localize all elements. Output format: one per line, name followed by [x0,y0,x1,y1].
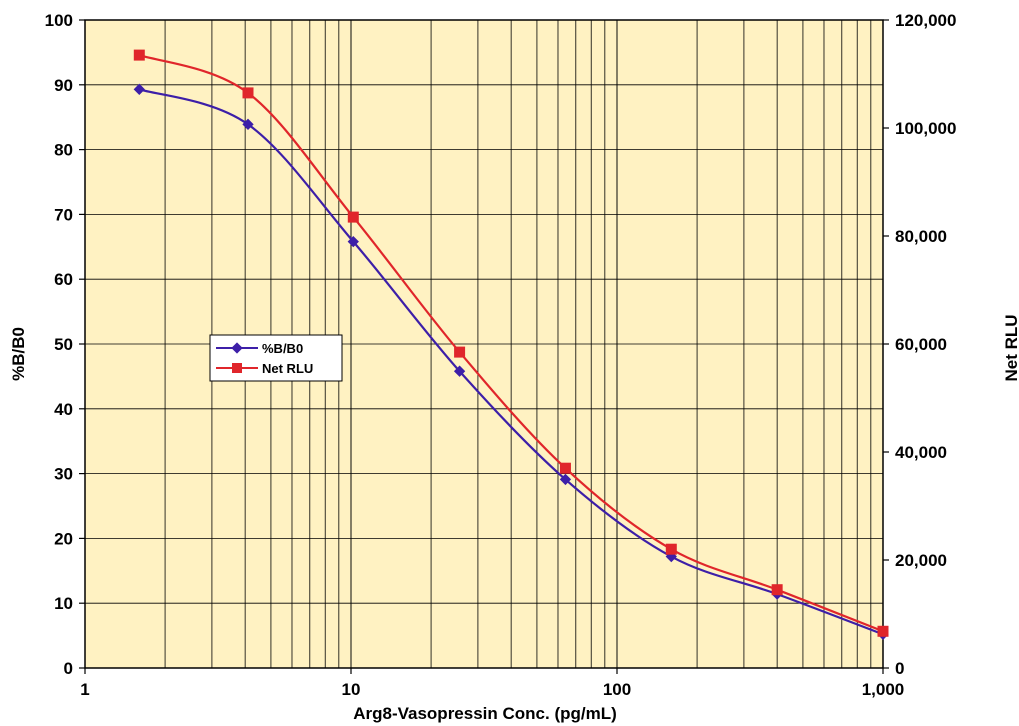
left-tick-label: 0 [64,659,73,678]
legend-marker-net-rlu [232,363,242,373]
data-point-net-rlu [242,87,254,99]
series-line-net-rlu [138,54,884,633]
data-point-net-rlu [347,211,359,223]
series-line-b-b0 [138,88,884,636]
right-tick-label: 0 [895,659,904,678]
legend: %B/B0 Net RLU [209,334,343,382]
data-point-net-rlu [877,625,889,637]
right-tick-label: 120,000 [895,11,956,30]
legend-box [209,334,343,382]
left-tick-label: 10 [54,594,73,613]
left-tick-label: 20 [54,529,73,548]
bottom-axis: 1 10 100 1,000 [80,668,904,699]
right-axis-title: Net RLU [1002,314,1019,381]
left-axis: 0 10 20 30 40 50 60 70 80 90 100 [45,11,85,678]
series-layer [133,49,889,640]
data-point-net-rlu [559,462,571,474]
legend-label-b-b0: %B/B0 [262,341,303,356]
left-tick-label: 60 [54,270,73,289]
data-point-net-rlu [771,584,783,596]
left-axis-title: %B/B0 [9,327,28,381]
left-tick-label: 100 [45,11,73,30]
right-tick-label: 60,000 [895,335,947,354]
left-tick-label: 70 [54,205,73,224]
bottom-tick-label: 1 [80,680,89,699]
bottom-tick-label: 100 [603,680,631,699]
bottom-tick-label: 10 [342,680,361,699]
data-point-b-b0 [559,473,572,486]
right-tick-label: 40,000 [895,443,947,462]
legend-marker-b-b0 [231,342,243,354]
right-tick-label: 80,000 [895,227,947,246]
legend-label-net-rlu: Net RLU [262,361,313,376]
data-point-net-rlu [665,543,677,555]
left-tick-label: 30 [54,465,73,484]
left-tick-label: 90 [54,76,73,95]
right-axis: 0 20,000 40,000 60,000 80,000 100,000 120,000 [883,11,956,678]
left-tick-label: 80 [54,141,73,160]
data-point-net-rlu [133,49,145,61]
data-point-net-rlu [454,346,466,358]
x-axis-title: Arg8-Vasopressin Conc. (pg/mL) [353,704,617,723]
left-tick-label: 50 [54,335,73,354]
right-tick-label: 100,000 [895,119,956,138]
data-point-b-b0 [347,235,359,248]
grid-lines [84,19,884,669]
right-tick-label: 20,000 [895,551,947,570]
left-tick-label: 40 [54,400,73,419]
data-point-b-b0 [453,365,466,377]
bottom-tick-label: 1,000 [862,680,905,699]
